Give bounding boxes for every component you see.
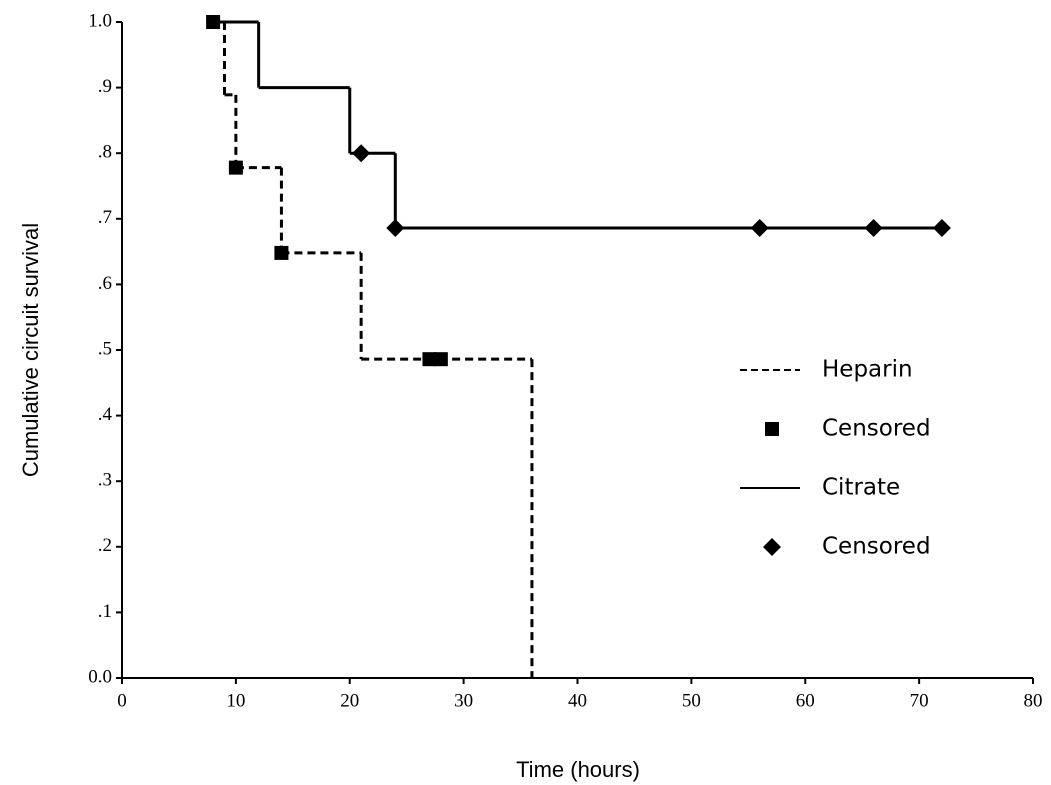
x-tick-label: 20 — [340, 690, 359, 711]
y-tick-label: .2 — [98, 535, 112, 556]
y-tick-label: .5 — [98, 338, 112, 359]
x-tick-label: 50 — [682, 690, 701, 711]
y-axis-label: Cumulative circuit survival — [18, 223, 43, 477]
x-tick-label: 40 — [568, 690, 587, 711]
x-axis-label: Time (hours) — [516, 757, 640, 782]
y-tick-label: .7 — [98, 207, 112, 228]
censor-marker — [932, 218, 951, 237]
y-tick-label: .4 — [98, 404, 113, 425]
censor-marker — [422, 352, 437, 367]
x-tick-label: 10 — [226, 690, 245, 711]
legend-swatch — [765, 422, 779, 436]
legend-label: Citrate — [822, 475, 900, 501]
y-tick-label: .9 — [98, 76, 112, 97]
legend-label: Censored — [822, 416, 931, 442]
y-tick-label: 0.0 — [88, 666, 112, 687]
y-tick-label: .8 — [98, 142, 112, 163]
y-tick-label: 1.0 — [88, 10, 112, 31]
y-tick-label: .3 — [98, 470, 112, 491]
x-tick-label: 30 — [454, 690, 473, 711]
legend-label: Censored — [822, 534, 931, 560]
legend-swatch — [763, 538, 781, 556]
censor-marker — [386, 218, 405, 237]
x-tick-label: 70 — [910, 690, 929, 711]
censor-marker — [864, 218, 883, 237]
y-tick-label: .1 — [98, 601, 112, 622]
x-tick-label: 0 — [117, 690, 127, 711]
y-tick-label: .6 — [98, 273, 112, 294]
censor-marker — [433, 352, 448, 367]
x-tick-label: 60 — [796, 690, 815, 711]
censor-marker — [274, 245, 289, 260]
legend-label: Heparin — [822, 357, 913, 383]
censor-marker — [352, 144, 371, 163]
x-tick-label: 80 — [1024, 690, 1043, 711]
censor-marker — [750, 218, 769, 237]
censor-marker — [228, 160, 243, 175]
